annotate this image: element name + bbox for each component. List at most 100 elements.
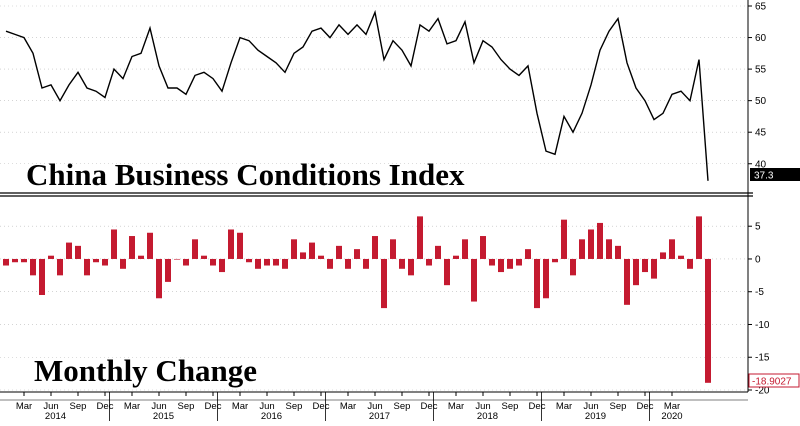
change-bar [39,258,45,295]
change-bar [201,255,207,259]
change-bar [588,229,594,259]
x-month-label: Mar [556,401,572,412]
index-chart-title: China Business Conditions Index [26,157,465,192]
x-month-label: Mar [232,401,248,412]
x-month-label: Jun [475,401,490,412]
x-axis-ticks: Mar Jun Sep Dec Mar Jun Sep Dec Mar Jun Sep Dec Mar J… [0,392,748,422]
change-bar [660,252,666,259]
change-bar [228,229,234,259]
change-bar [642,258,648,273]
change-bar [30,258,36,276]
change-bar [489,258,495,266]
change-bar [678,255,684,259]
change-bar [525,249,531,259]
change-bar [444,258,450,286]
index-y-tick-label: 55 [755,65,767,76]
index-y-ticks: 40 45 50 55 60 65 [748,2,767,170]
top-gridlines [0,5,748,165]
change-y-ticks: 5 0 -5 -10 -15 -20 [748,222,770,397]
change-bar [534,258,540,309]
change-bar [210,258,216,266]
change-bar [120,258,126,269]
change-bar [57,258,63,276]
x-month-label: Dec [313,401,330,412]
change-bar [561,219,567,259]
x-month-label: Mar [340,401,356,412]
change-bar [696,216,702,259]
change-bar [345,258,351,269]
x-month-label: Dec [97,401,114,412]
change-bar [21,258,27,263]
change-bar [282,258,288,269]
change-bar [381,258,387,309]
index-last-value-badge-bg [750,168,800,181]
change-bar [462,239,468,259]
change-bar [66,242,72,259]
x-month-label: Dec [421,401,438,412]
change-y-tick-label: -10 [755,320,770,331]
change-bar [606,239,612,259]
x-month-label: Mar [16,401,32,412]
index-y-tick-label: 45 [755,128,767,139]
change-bar [633,258,639,286]
change-y-tick-label: 5 [755,222,761,233]
x-month-label: Mar [124,401,140,412]
change-bar [309,242,315,259]
change-bar [507,258,513,269]
change-last-value-label: -18.9027 [752,377,792,388]
change-bar [354,249,360,259]
change-y-tick-label: -20 [755,386,770,397]
change-bar [183,258,189,266]
x-year-label: 2017 [369,411,390,421]
index-y-tick-label: 40 [755,159,767,170]
x-month-label: Sep [286,401,303,412]
change-y-tick-label: 0 [755,254,761,265]
index-last-value-label: 37.3 [754,171,774,182]
change-bar [156,258,162,299]
x-year-label: 2014 [45,411,66,421]
change-bar [552,258,558,263]
change-bar [75,245,81,259]
x-month-label: Jun [151,401,166,412]
x-year-label: 2015 [153,411,174,421]
x-month-label: Dec [205,401,222,412]
change-bar [336,245,342,259]
change-bar [543,258,549,299]
change-bar [273,258,279,266]
change-bar [237,232,243,259]
change-bar [93,258,99,263]
index-y-tick-label: 60 [755,33,767,44]
change-last-value-badge-bg [748,373,800,388]
x-year-label: 2016 [261,411,282,421]
change-bar [426,258,432,266]
x-month-label: Jun [367,401,382,412]
change-bar [264,258,270,266]
change-y-tick-label: -15 [755,353,770,364]
x-month-label: Jun [583,401,598,412]
x-month-label: Sep [70,401,87,412]
change-bar [48,255,54,259]
change-bar [174,258,180,260]
change-bar [12,258,18,263]
change-bar [624,258,630,305]
change-bar [705,258,711,383]
change-bar [300,252,306,259]
change-bar [255,258,261,269]
change-bar [453,255,459,259]
change-last-value-badge: -18.9027 [748,373,800,388]
change-bar [399,258,405,269]
index-last-value-badge: 37.3 [750,168,800,182]
monthly-change-bars [3,216,711,383]
x-year-label: 2018 [477,411,498,421]
change-bar [435,245,441,259]
x-month-label: Jun [43,401,58,412]
x-month-label: Dec [529,401,546,412]
change-bar [84,258,90,276]
change-bar [291,239,297,259]
change-bar [687,258,693,269]
change-bar [3,258,9,266]
change-bar [615,245,621,259]
change-bar [147,232,153,259]
